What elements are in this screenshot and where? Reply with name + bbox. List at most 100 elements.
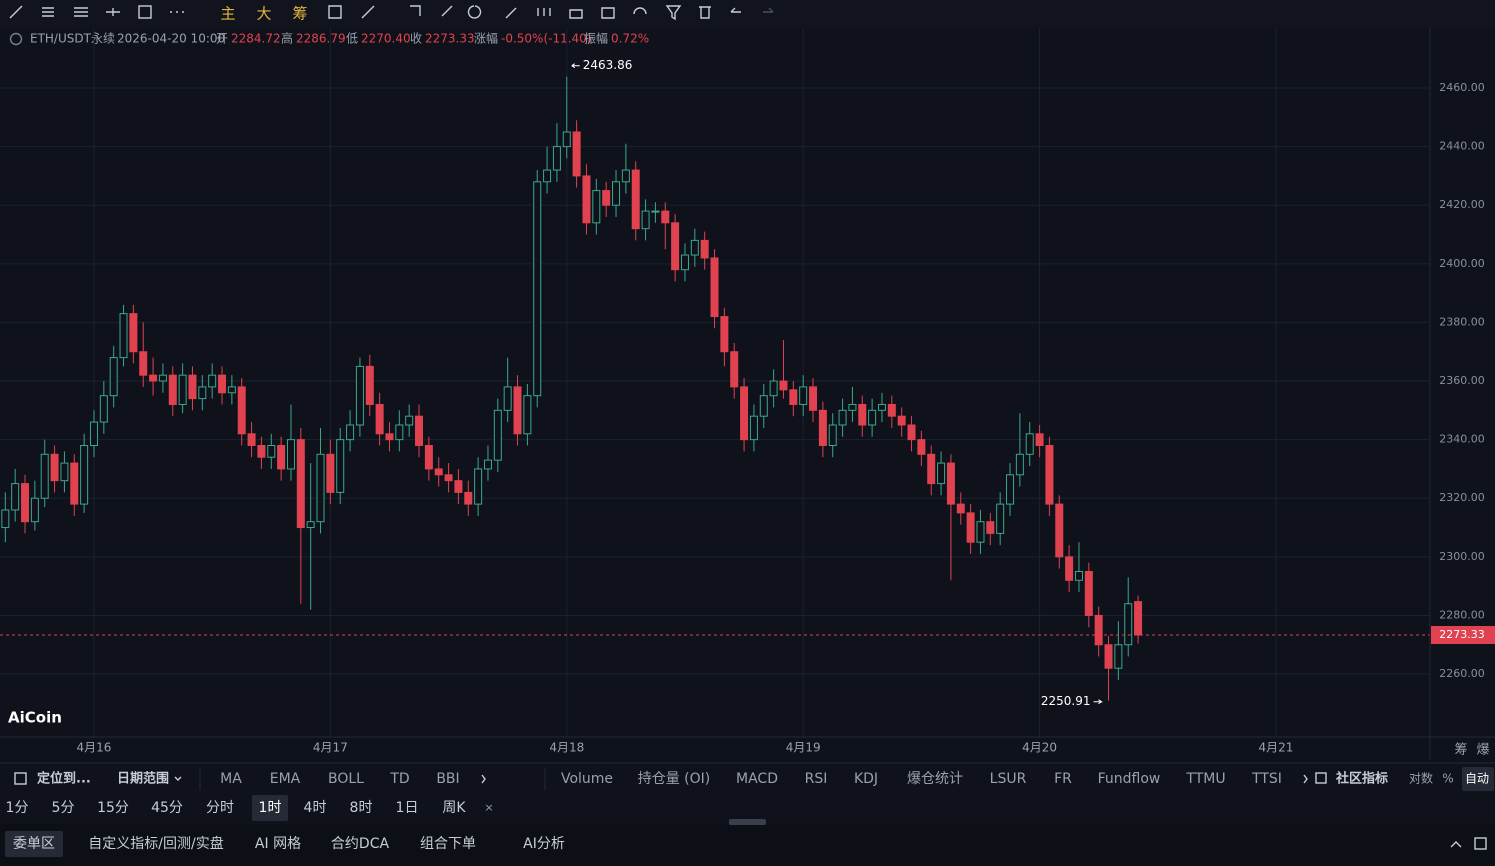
scroll-arrow[interactable] — [1303, 774, 1308, 784]
candle-body — [11, 483, 20, 511]
axis-option[interactable]: 对数 — [1409, 771, 1433, 786]
x-tick-label: 4月17 — [313, 741, 348, 755]
indicator-button[interactable]: LSUR — [990, 771, 1027, 787]
candle-body — [779, 380, 788, 391]
low-value: 2270.40 — [361, 32, 411, 46]
axis-option[interactable]: 自动 — [1465, 772, 1489, 786]
tab[interactable]: 组合下单 — [420, 836, 476, 852]
candle-body — [1074, 570, 1083, 581]
drawing-tools[interactable] — [9, 5, 774, 21]
side-button[interactable]: 筹 — [1454, 742, 1467, 758]
candle-body — [661, 210, 670, 224]
high-arrow — [571, 63, 580, 69]
y-tick-label: 2420.00 — [1439, 198, 1485, 211]
candle-body — [1094, 614, 1103, 646]
candle-body — [582, 175, 591, 224]
interval-button[interactable]: 1分 — [6, 800, 29, 816]
collapse-icon[interactable] — [9, 32, 23, 46]
indicator-button[interactable]: 爆仓统计 — [907, 771, 963, 787]
candle-body — [385, 433, 394, 441]
interval-button[interactable]: 周K — [442, 800, 466, 816]
candle-body — [188, 374, 197, 400]
candle-body — [178, 374, 187, 405]
candle-body — [1, 509, 10, 529]
indicator-button[interactable]: MA — [220, 771, 242, 787]
indicator-button[interactable]: BOLL — [328, 771, 364, 787]
axis-option[interactable]: % — [1442, 772, 1453, 786]
y-tick-label: 2340.00 — [1439, 433, 1485, 446]
tab[interactable]: 委单区 — [13, 836, 55, 852]
interval-button[interactable]: 4时 — [304, 800, 327, 816]
indicator-button[interactable]: FR — [1054, 771, 1072, 787]
interval-button[interactable]: 15分 — [97, 800, 129, 816]
sub-indicators: Volume 持仓量 (OI) MACD RSI KDJ 爆仓统计 LSUR FR Fundfl… — [561, 771, 1282, 787]
candle-body — [277, 444, 286, 470]
high-value: 2286.79 — [296, 32, 346, 46]
candle-body — [612, 181, 621, 206]
interval-button[interactable]: 45分 — [151, 800, 183, 816]
candle-body — [848, 403, 857, 411]
candle-body — [937, 462, 946, 485]
expand-icon[interactable] — [1450, 841, 1462, 848]
candle-body — [868, 409, 877, 426]
community-indicators[interactable]: 社区指标 — [1335, 771, 1388, 787]
candle-body — [208, 374, 217, 388]
scroll-arrow[interactable] — [481, 774, 486, 784]
indicator-button[interactable]: 持仓量 (OI) — [638, 771, 711, 787]
indicator-button[interactable]: TD — [389, 771, 409, 787]
tool-button[interactable]: 大 — [256, 5, 271, 23]
candle-body — [50, 453, 59, 482]
high-label: 高 — [281, 31, 293, 46]
selected-option-bg — [1462, 767, 1494, 791]
candle-body — [799, 386, 808, 405]
indicator-button[interactable]: Volume — [561, 771, 613, 787]
indicator-button[interactable]: EMA — [270, 771, 301, 787]
tool-button[interactable]: 筹 — [292, 5, 307, 23]
indicator-button[interactable]: MACD — [736, 771, 778, 787]
candle-body — [1065, 556, 1074, 581]
candle-body — [533, 181, 542, 397]
candle-body — [237, 386, 246, 435]
candle-body — [1114, 644, 1123, 669]
date-range-button[interactable]: 日期范围 — [117, 771, 169, 787]
candle-body — [877, 403, 886, 411]
tab[interactable]: 自定义指标/回测/实盘 — [88, 835, 223, 852]
toolbar — [0, 0, 1495, 28]
interval-button[interactable]: 5分 — [52, 800, 75, 816]
change-label: 涨幅 — [474, 31, 498, 46]
locate-button[interactable]: 定位到... — [36, 771, 91, 787]
close-icon[interactable]: × — [484, 801, 493, 814]
indicator-button[interactable]: RSI — [805, 771, 828, 787]
candle-body — [267, 444, 276, 458]
tab[interactable]: AI 网格 — [255, 836, 301, 852]
candle-body — [1025, 433, 1034, 455]
candle-body — [474, 468, 483, 505]
tab[interactable]: AI分析 — [523, 836, 565, 852]
candle-body — [1134, 601, 1143, 636]
locate-icon — [14, 772, 27, 785]
candlestick-chart[interactable]: 2260.00 2280.00 2300.00 2320.00 2340.00 2360.… — [0, 28, 1495, 755]
close-value: 2273.33 — [425, 32, 475, 46]
window-icon[interactable] — [1474, 837, 1487, 850]
drag-handle[interactable] — [729, 819, 766, 825]
tab[interactable]: 合约DCA — [331, 836, 390, 852]
candle-body — [543, 169, 552, 183]
tool-button[interactable]: 主 — [220, 5, 235, 23]
interval-button[interactable]: 8时 — [350, 800, 373, 816]
candle-body — [690, 239, 699, 256]
indicator-button[interactable]: TTMU — [1185, 771, 1225, 787]
selected-tab-bg — [5, 831, 63, 857]
indicator-button[interactable]: BBI — [436, 771, 459, 787]
indicator-button[interactable]: Fundflow — [1098, 771, 1161, 787]
interval-button[interactable]: 1日 — [396, 800, 419, 816]
side-button[interactable]: 爆 — [1476, 743, 1489, 758]
interval-button[interactable]: 1时 — [259, 800, 282, 816]
interval-button[interactable]: 分时 — [206, 800, 234, 816]
indicator-button[interactable]: TTSI — [1251, 771, 1282, 787]
candle-body — [1035, 433, 1044, 446]
indicator-button[interactable]: KDJ — [854, 771, 878, 787]
y-tick-label: 2460.00 — [1439, 81, 1485, 94]
candle-body — [966, 512, 975, 543]
candle-body — [30, 497, 39, 523]
